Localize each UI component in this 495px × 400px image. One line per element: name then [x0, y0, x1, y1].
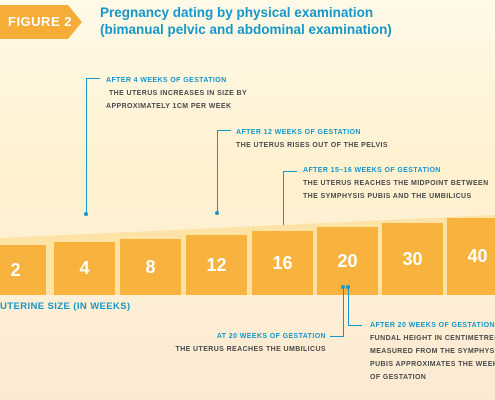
week-box-2: 2: [0, 245, 46, 295]
leader-tick-at-20: [330, 336, 344, 337]
figure-title: Pregnancy dating by physical examination…: [100, 4, 392, 38]
week-box-16: 16: [252, 231, 313, 295]
annotation-week-4-line-2: APPROXIMATELY 1CM PER WEEK: [106, 103, 232, 110]
figure-title-line-2: (bimanual pelvic and abdominal examinati…: [100, 22, 392, 37]
annotation-week-4-line-1: THE UTERUS INCREASES IN SIZE BY: [109, 90, 248, 97]
leader-tick-after-20: [348, 325, 362, 326]
uterine-size-axis-label: UTERINE SIZE (IN WEEKS): [0, 301, 131, 312]
annotation-at-20-line-1: THE UTERUS REACHES THE UMBILICUS: [175, 346, 326, 353]
leader-tick-week-15-16: [283, 171, 297, 172]
annotation-week-4-heading: AFTER 4 WEEKS OF GESTATION: [106, 77, 227, 84]
leader-line-at-20: [343, 287, 344, 336]
annotation-week-15-16-line-1: THE UTERUS REACHES THE MIDPOINT BETWEEN: [303, 180, 489, 187]
annotation-week-12-heading: AFTER 12 WEEKS OF GESTATION: [236, 129, 361, 136]
annotation-week-15-16-line-2: THE SYMPHYSIS PUBIS AND THE UMBILICUS: [303, 193, 472, 200]
annotation-after-20: AFTER 20 WEEKS OF GESTATION FUNDAL HEIGH…: [370, 319, 495, 384]
annotation-at-20-heading: AT 20 WEEKS OF GESTATION: [216, 333, 326, 340]
week-box-30: 30: [382, 223, 443, 295]
leader-line-week-15-16: [283, 171, 284, 241]
annotation-week-12: AFTER 12 WEEKS OF GESTATION THE UTERUS R…: [236, 126, 388, 152]
figure-title-line-1: Pregnancy dating by physical examination: [100, 5, 374, 20]
week-box-20: 20: [317, 227, 378, 295]
annotation-after-20-line-3: PUBIS APPROXIMATES THE WEEKS: [370, 361, 495, 368]
annotation-after-20-line-1: FUNDAL HEIGHT IN CENTIMETRES: [370, 335, 495, 342]
annotation-after-20-heading: AFTER 20 WEEKS OF GESTATION: [370, 322, 495, 329]
leader-tick-week-12: [217, 130, 231, 131]
figure-badge: FIGURE 2: [0, 5, 82, 39]
annotation-after-20-line-4: OF GESTATION: [370, 374, 427, 381]
leader-tick-week-4: [86, 78, 100, 79]
leader-line-week-4: [86, 78, 87, 214]
annotation-at-20: AT 20 WEEKS OF GESTATION THE UTERUS REAC…: [176, 330, 326, 356]
annotation-week-4: AFTER 4 WEEKS OF GESTATION THE UTERUS IN…: [106, 74, 247, 113]
leader-dot-week-12: [215, 211, 219, 215]
annotation-week-15-16-heading: AFTER 15–16 WEEKS OF GESTATION: [303, 167, 441, 174]
week-box-40: 40: [447, 218, 495, 295]
week-box-4: 4: [54, 242, 115, 295]
week-box-8: 8: [120, 239, 181, 295]
week-box-12: 12: [186, 235, 247, 295]
leader-line-week-12: [217, 130, 218, 213]
annotation-week-12-line-1: THE UTERUS RISES OUT OF THE PELVIS: [236, 142, 388, 149]
annotation-after-20-line-2: MEASURED FROM THE SYMPHYSIS: [370, 348, 495, 355]
leader-dot-week-4: [84, 212, 88, 216]
leader-line-after-20: [348, 287, 349, 325]
annotation-week-15-16: AFTER 15–16 WEEKS OF GESTATION THE UTERU…: [303, 164, 489, 203]
